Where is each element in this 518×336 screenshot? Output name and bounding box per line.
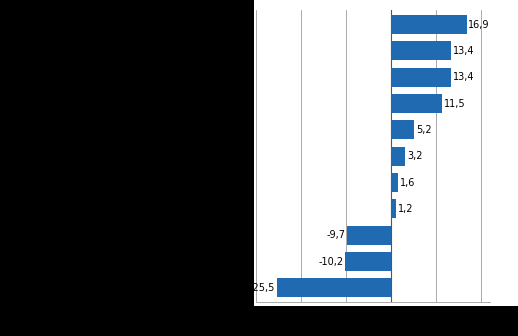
Text: 1,6: 1,6 xyxy=(400,177,415,187)
Bar xyxy=(391,200,396,218)
Bar xyxy=(391,41,451,60)
Text: 1,2: 1,2 xyxy=(398,204,413,214)
Text: -9,7: -9,7 xyxy=(327,230,346,240)
Bar xyxy=(391,173,398,192)
Text: -10,2: -10,2 xyxy=(318,257,343,266)
Text: 13,4: 13,4 xyxy=(453,46,474,56)
Text: 13,4: 13,4 xyxy=(453,72,474,82)
Bar xyxy=(391,120,414,139)
Text: s: s xyxy=(247,125,252,135)
Bar xyxy=(391,147,405,166)
Text: 3,2: 3,2 xyxy=(407,151,423,161)
Bar xyxy=(391,15,467,34)
Bar xyxy=(348,226,391,245)
Text: 11,5: 11,5 xyxy=(444,98,466,109)
Bar xyxy=(391,68,451,87)
Text: -25,5: -25,5 xyxy=(249,283,275,293)
Bar xyxy=(345,252,391,271)
Text: n: n xyxy=(246,151,252,161)
Text: 16,9: 16,9 xyxy=(468,19,490,30)
Bar xyxy=(277,279,391,297)
Bar xyxy=(391,94,442,113)
Text: 5,2: 5,2 xyxy=(416,125,431,135)
